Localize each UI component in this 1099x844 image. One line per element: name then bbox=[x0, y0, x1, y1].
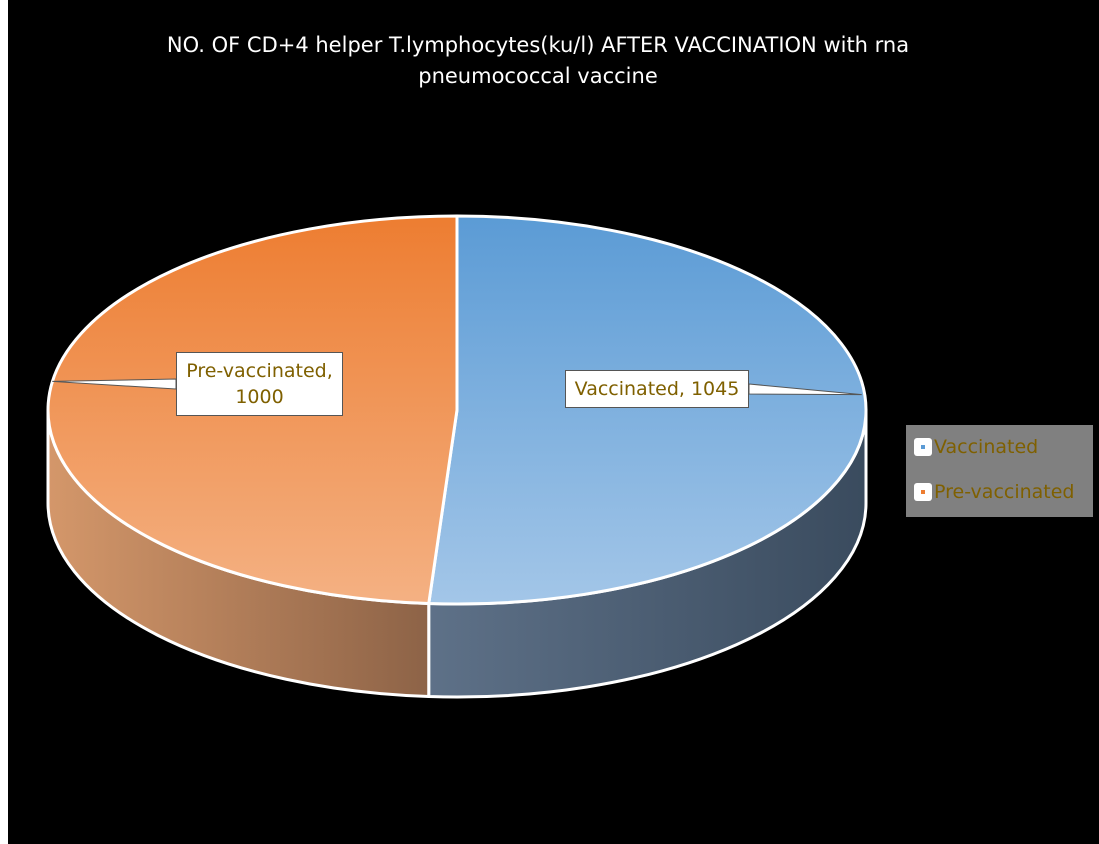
legend-swatch bbox=[914, 483, 932, 501]
chart-title: NO. OF CD+4 helper T.lymphocytes(ku/l) A… bbox=[166, 33, 910, 88]
pie-slice bbox=[427, 214, 868, 606]
leader-line bbox=[748, 383, 862, 396]
pie-plot bbox=[46, 214, 868, 699]
data-label: Pre-vaccinated, 1000 bbox=[176, 352, 343, 416]
legend: Vaccinated Pre-vaccinated bbox=[906, 425, 1093, 517]
chart: NO. OF CD+4 helper T.lymphocytes(ku/l) A… bbox=[8, 0, 1099, 844]
legend-dot bbox=[921, 490, 925, 494]
data-label: Vaccinated, 1045 bbox=[565, 370, 749, 408]
legend-dot bbox=[921, 445, 925, 449]
legend-item: Vaccinated bbox=[914, 433, 1038, 461]
legend-item: Pre-vaccinated bbox=[914, 478, 1075, 506]
legend-label: Vaccinated bbox=[934, 436, 1039, 458]
legend-swatch bbox=[914, 438, 932, 456]
legend-label: Pre-vaccinated bbox=[934, 481, 1075, 503]
